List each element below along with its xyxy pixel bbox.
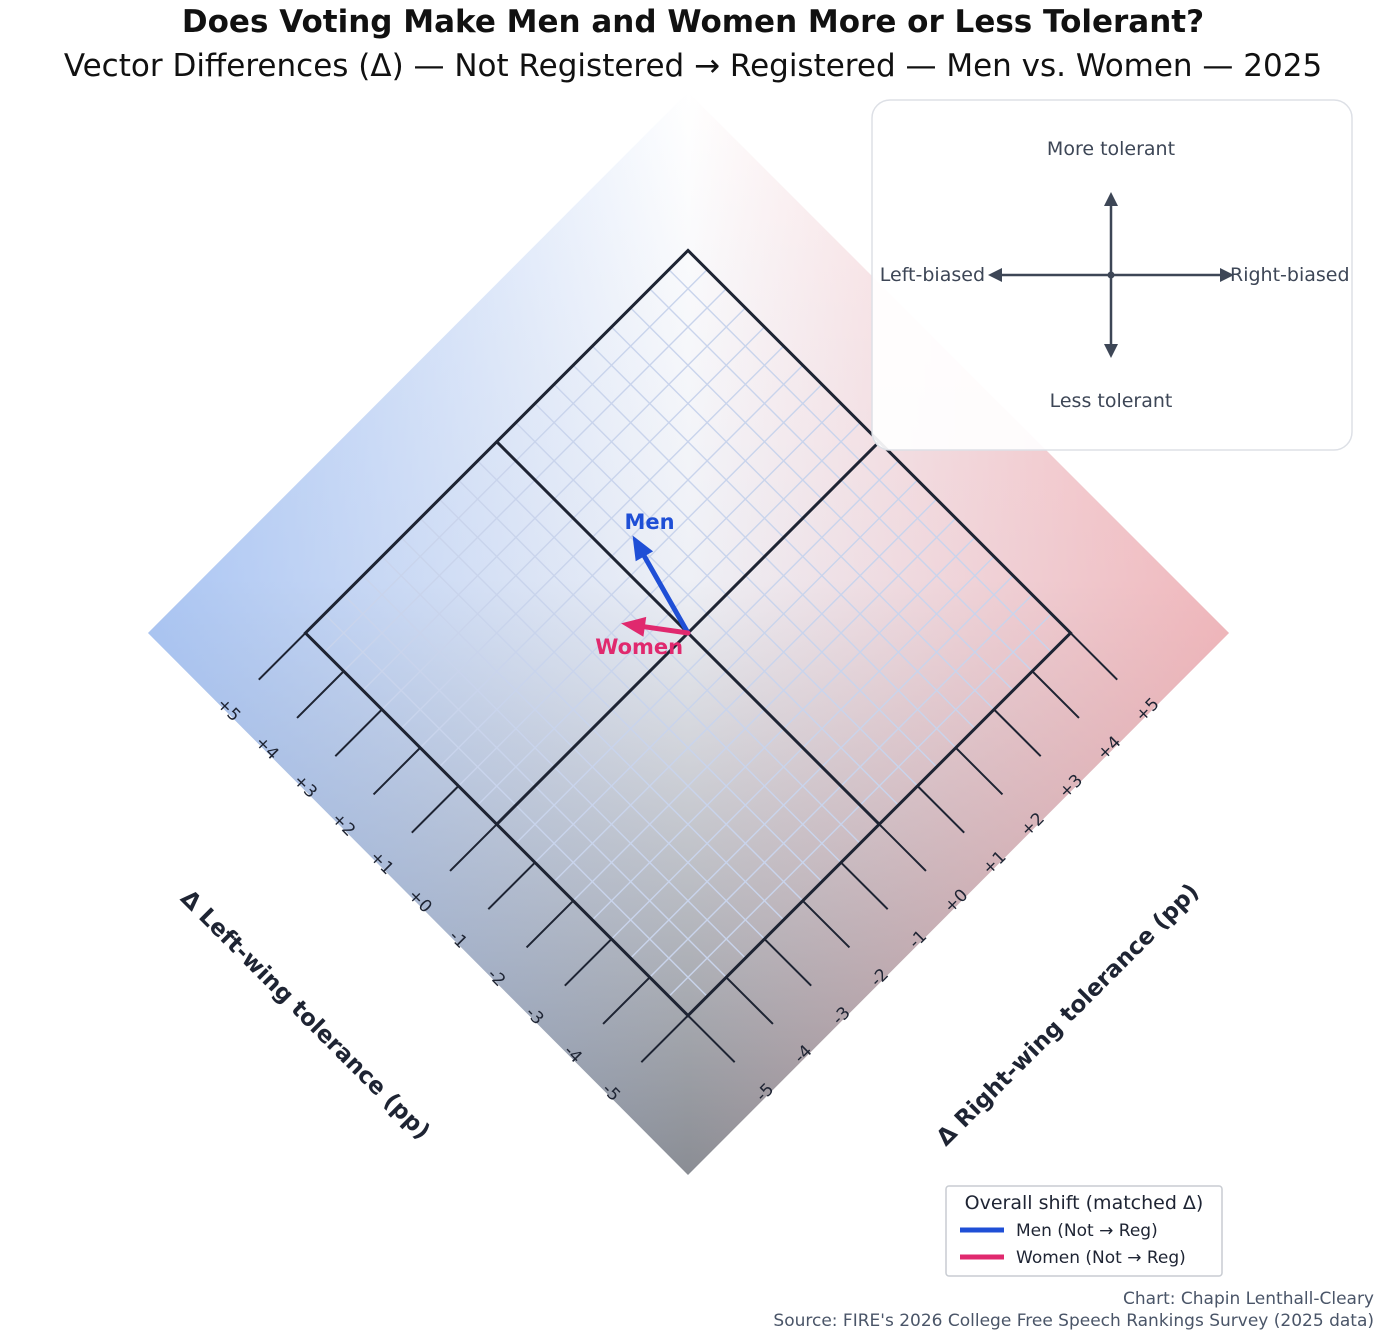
left-axis-tick — [525, 900, 574, 949]
left-axis-tick — [640, 1014, 689, 1063]
chart-credit: Chart: Chapin Lenthall-Cleary Source: FI… — [773, 1288, 1374, 1332]
left-axis-label: Δ Left-wing tolerance (pp) — [175, 885, 435, 1145]
legend: Overall shift (matched Δ) Men (Not → Reg… — [945, 1185, 1223, 1277]
inset-left-label: Left-biased — [880, 264, 985, 286]
left-axis-tick — [564, 938, 613, 987]
legend-box — [945, 1185, 1223, 1277]
inset-up-label: More tolerant — [1047, 138, 1175, 160]
inset-up-arrowhead — [1104, 192, 1118, 206]
inset-right-arrowhead — [1220, 268, 1234, 282]
left-axis-tick — [411, 785, 460, 834]
left-axis-tick — [487, 861, 536, 910]
inset-right-label: Right-biased — [1230, 264, 1350, 286]
right-axis-tick — [993, 708, 1042, 757]
axis-ticks — [258, 632, 1118, 1063]
left-axis-tick — [258, 632, 307, 681]
women-arrowhead — [621, 616, 647, 637]
men-vector-label: Men — [625, 510, 675, 534]
right-axis-tick — [725, 976, 774, 1025]
right-axis-tick — [687, 1014, 736, 1063]
inset-left-arrowhead — [988, 268, 1002, 282]
right-axis-tick — [916, 785, 965, 834]
right-axis-label: Δ Right-wing tolerance (pp) — [932, 879, 1205, 1152]
credit-source: Source: FIRE's 2026 College Free Speech … — [773, 1311, 1374, 1331]
left-axis-tick — [334, 708, 383, 757]
left-axis-tick — [602, 976, 651, 1025]
legend-label-men: Men (Not → Reg) — [1016, 1221, 1158, 1241]
vector-arrows: Men Women — [595, 510, 691, 659]
chart-subtitle: Vector Differences (Δ) — Not Registered … — [63, 48, 1323, 84]
right-axis-tick — [1069, 632, 1118, 681]
right-axis-tick — [840, 861, 889, 910]
legend-title: Overall shift (matched Δ) — [965, 1192, 1204, 1214]
right-axis-tick — [802, 900, 851, 949]
left-axis-tick — [372, 747, 421, 796]
inset-center-dot — [1107, 271, 1115, 279]
right-axis-tick — [955, 747, 1004, 796]
direction-inset: More tolerant Less tolerant Left-biased … — [871, 99, 1353, 451]
right-axis-tick — [1031, 670, 1080, 719]
credit-author: Chart: Chapin Lenthall-Cleary — [1123, 1289, 1374, 1309]
inset-down-label: Less tolerant — [1050, 390, 1173, 412]
legend-label-women: Women (Not → Reg) — [1016, 1248, 1186, 1268]
right-axis-tick — [878, 823, 927, 872]
right-axis-tick — [763, 938, 812, 987]
left-axis-tick — [296, 670, 345, 719]
chart-title: Does Voting Make Men and Women More or L… — [181, 4, 1205, 40]
men-vector — [641, 553, 691, 636]
men-arrowhead — [632, 535, 654, 562]
inset-down-arrowhead — [1104, 344, 1118, 358]
women-vector-label: Women — [595, 635, 683, 659]
left-axis-tick — [449, 823, 498, 872]
women-vector — [642, 624, 691, 636]
